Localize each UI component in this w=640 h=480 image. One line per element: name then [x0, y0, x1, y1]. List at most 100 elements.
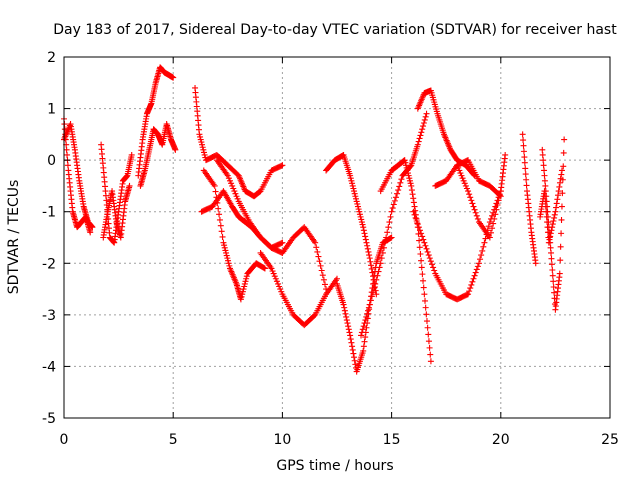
series-trace-i — [200, 167, 268, 303]
data-point-interp — [359, 326, 366, 333]
data-point — [268, 265, 275, 272]
data-point-interp — [550, 284, 557, 291]
data-point-interp — [560, 163, 567, 170]
data-point-interp — [351, 190, 358, 197]
data-point-interp — [217, 222, 224, 229]
data-point-interp — [380, 244, 387, 251]
data-point-interp — [491, 215, 498, 222]
data-point-interp — [418, 264, 425, 271]
y-tick-label: 1 — [47, 102, 56, 118]
data-point-interp — [540, 157, 547, 164]
data-point — [421, 291, 428, 298]
data-point-interp — [455, 164, 462, 171]
data-point-interp — [547, 230, 554, 237]
data-point-interp — [423, 245, 430, 252]
data-point-interp — [550, 278, 557, 285]
data-point-interp — [548, 261, 555, 268]
data-point — [414, 141, 421, 148]
data-point-interp — [223, 252, 230, 259]
data-point-interp — [425, 338, 432, 345]
data-point-interp — [412, 214, 419, 221]
data-point-interp — [522, 171, 529, 178]
plot-frame — [63, 56, 611, 419]
data-point — [377, 260, 384, 267]
series-trace-m — [334, 234, 395, 375]
data-point-interp — [349, 343, 356, 350]
data-point-interp — [406, 175, 413, 182]
data-point-interp — [345, 323, 352, 330]
data-point-interp — [471, 206, 478, 213]
data-point — [347, 332, 354, 339]
data-point — [279, 162, 286, 169]
data-point-interp — [360, 227, 367, 234]
data-point-interp — [416, 244, 423, 251]
data-point-interp — [463, 185, 470, 192]
data-point-interp — [550, 217, 557, 224]
data-point-interp — [240, 286, 247, 293]
data-point — [388, 234, 395, 241]
data-point-interp — [415, 138, 422, 145]
data-point-interp — [553, 200, 560, 207]
data-point-interp — [199, 144, 206, 151]
data-point-interp — [239, 288, 246, 295]
data-point-interp — [398, 176, 405, 183]
data-point-interp — [316, 258, 323, 265]
data-point-interp — [364, 242, 371, 249]
data-point-interp — [344, 320, 351, 327]
data-point-interp — [407, 163, 414, 170]
data-point-interp — [221, 242, 228, 249]
data-point — [421, 239, 428, 246]
data-point-interp — [457, 170, 464, 177]
data-point-interp — [352, 193, 359, 200]
data-point-interp — [269, 268, 276, 275]
data-point — [423, 110, 430, 117]
data-point — [366, 255, 373, 262]
x-tick-label: 5 — [169, 432, 178, 448]
data-point — [561, 136, 568, 143]
data-point-interp — [423, 311, 430, 318]
data-point-interp — [424, 324, 431, 331]
data-point-interp — [215, 205, 222, 212]
data-point-interp — [376, 264, 383, 271]
data-point-interp — [214, 199, 221, 206]
data-point-interp — [378, 255, 385, 262]
series-trace-p — [414, 87, 478, 179]
data-point-interp — [541, 167, 548, 174]
data-point-interp — [199, 141, 206, 148]
data-point-interp — [470, 203, 477, 210]
data-point — [408, 182, 415, 189]
data-point-interp — [345, 326, 352, 333]
data-point — [548, 249, 555, 256]
data-point-interp — [406, 177, 413, 184]
data-point-interp — [319, 272, 326, 279]
data-point — [172, 146, 179, 153]
data-point-interp — [558, 216, 565, 223]
data-point-interp — [557, 243, 564, 250]
data-point-interp — [541, 177, 548, 184]
data-point-interp — [222, 247, 229, 254]
y-tick-label: -3 — [42, 308, 56, 324]
data-point-interp — [386, 219, 393, 226]
data-point-interp — [383, 234, 390, 241]
y-tick-label: -1 — [42, 205, 56, 221]
data-point-interp — [230, 185, 237, 192]
data-point-interp — [364, 310, 371, 317]
data-point-interp — [520, 148, 527, 155]
data-point-interp — [385, 224, 392, 231]
data-point-interp — [472, 269, 479, 276]
data-point-interp — [555, 188, 562, 195]
data-point-interp — [419, 233, 426, 240]
data-point-interp — [423, 318, 430, 325]
data-point-interp — [551, 211, 558, 218]
data-point-interp — [467, 285, 474, 292]
grid — [64, 57, 610, 418]
data-point-interp — [361, 338, 368, 345]
data-point — [558, 167, 565, 174]
data-point-interp — [387, 213, 394, 220]
data-point — [360, 347, 367, 354]
data-point-interp — [216, 211, 223, 218]
data-point-interp — [347, 336, 354, 343]
data-point — [87, 229, 94, 236]
data-point-interp — [425, 331, 432, 338]
data-point-interp — [485, 223, 492, 230]
